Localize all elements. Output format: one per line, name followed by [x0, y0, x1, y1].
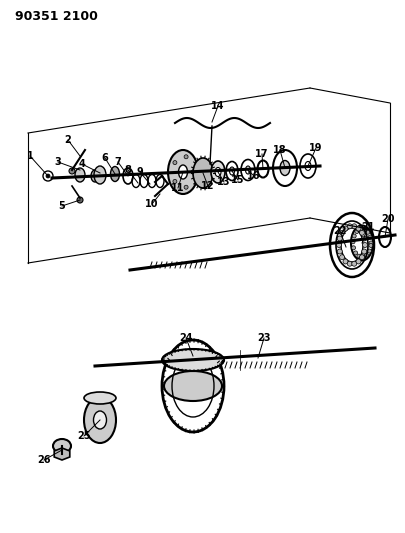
Text: 17: 17: [255, 149, 269, 159]
Text: 18: 18: [273, 145, 287, 155]
Ellipse shape: [211, 161, 225, 183]
Text: 6: 6: [102, 153, 109, 163]
Text: 3: 3: [55, 157, 62, 167]
Circle shape: [351, 240, 355, 244]
Circle shape: [360, 255, 364, 260]
Ellipse shape: [280, 160, 290, 175]
Circle shape: [358, 227, 362, 231]
Circle shape: [362, 228, 367, 231]
Circle shape: [77, 197, 83, 203]
Text: 19: 19: [309, 143, 323, 153]
Polygon shape: [54, 448, 70, 460]
Text: 90351 2100: 90351 2100: [15, 10, 98, 22]
Circle shape: [343, 226, 348, 231]
Circle shape: [362, 236, 367, 241]
Circle shape: [362, 249, 367, 254]
Circle shape: [360, 230, 364, 235]
Ellipse shape: [53, 439, 71, 453]
Text: 9: 9: [136, 167, 143, 177]
Circle shape: [46, 174, 50, 178]
Circle shape: [337, 249, 342, 254]
Circle shape: [369, 244, 373, 247]
Circle shape: [355, 230, 359, 233]
Circle shape: [173, 180, 177, 183]
Circle shape: [357, 254, 361, 258]
Circle shape: [366, 230, 370, 235]
Circle shape: [352, 261, 357, 266]
Text: 10: 10: [145, 199, 159, 209]
Ellipse shape: [164, 371, 222, 401]
Text: 13: 13: [217, 177, 231, 187]
Circle shape: [362, 243, 367, 247]
Circle shape: [69, 168, 75, 174]
Circle shape: [173, 160, 177, 165]
Circle shape: [184, 155, 188, 159]
Circle shape: [352, 246, 356, 250]
Text: 15: 15: [231, 175, 245, 185]
Circle shape: [337, 236, 342, 241]
Text: 5: 5: [59, 201, 65, 211]
Circle shape: [369, 241, 373, 245]
Ellipse shape: [162, 349, 224, 371]
Ellipse shape: [94, 411, 107, 429]
Text: 20: 20: [381, 214, 395, 224]
Circle shape: [356, 226, 361, 231]
Ellipse shape: [111, 166, 119, 182]
Ellipse shape: [75, 168, 85, 182]
Circle shape: [337, 243, 341, 247]
Circle shape: [352, 224, 357, 229]
Text: 8: 8: [125, 165, 132, 175]
Ellipse shape: [168, 150, 198, 194]
Text: 21: 21: [361, 222, 375, 232]
Circle shape: [367, 249, 371, 253]
Text: 2: 2: [65, 135, 71, 145]
Circle shape: [361, 255, 365, 259]
Circle shape: [368, 235, 372, 239]
Circle shape: [339, 255, 345, 260]
Text: 7: 7: [115, 157, 122, 167]
Circle shape: [352, 234, 356, 238]
Text: 1: 1: [27, 151, 33, 161]
Text: 14: 14: [211, 101, 225, 111]
Circle shape: [354, 251, 358, 255]
Ellipse shape: [179, 165, 188, 179]
Text: 23: 23: [257, 333, 271, 343]
Text: 11: 11: [171, 183, 185, 193]
Ellipse shape: [91, 170, 99, 182]
Circle shape: [364, 253, 369, 257]
Circle shape: [356, 259, 361, 264]
Text: 4: 4: [79, 159, 85, 169]
Text: 24: 24: [179, 333, 193, 343]
Text: 26: 26: [37, 455, 51, 465]
Circle shape: [347, 224, 352, 229]
Text: 12: 12: [201, 181, 215, 191]
Text: 22: 22: [333, 226, 347, 236]
Ellipse shape: [94, 166, 106, 184]
Ellipse shape: [84, 397, 116, 443]
Circle shape: [343, 259, 348, 264]
Circle shape: [184, 185, 188, 189]
Text: 25: 25: [77, 431, 91, 441]
Circle shape: [347, 261, 352, 266]
Ellipse shape: [193, 158, 213, 188]
Ellipse shape: [215, 167, 221, 176]
Ellipse shape: [84, 392, 116, 404]
Text: 16: 16: [247, 171, 261, 181]
Circle shape: [191, 170, 195, 174]
Circle shape: [339, 230, 345, 235]
